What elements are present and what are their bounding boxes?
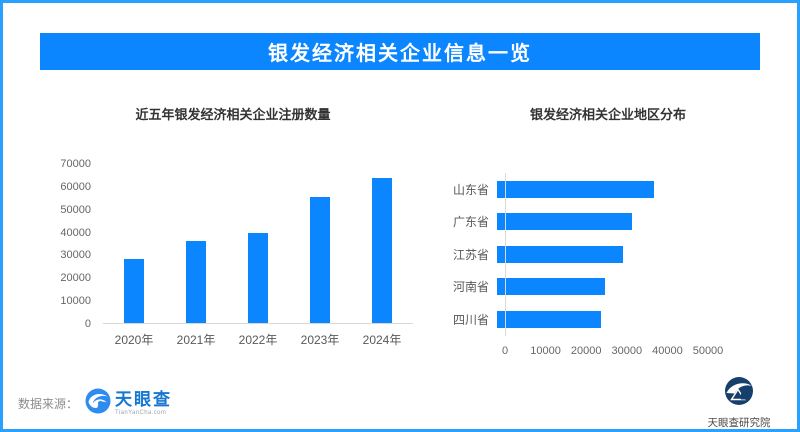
right-y-axis-line xyxy=(505,173,506,336)
page-title: 银发经济相关企业信息一览 xyxy=(268,43,532,65)
bar-track xyxy=(497,173,766,206)
y-tick-label: 0 xyxy=(84,318,91,330)
y-tick-label: 30000 xyxy=(60,249,91,262)
x-category-label: 2020年 xyxy=(114,333,154,347)
tianyancha-logo-text: 天眼查 TianYanCha.com xyxy=(115,391,172,416)
bar xyxy=(186,240,206,323)
y-category-label: 山东省 xyxy=(452,182,489,197)
region-bar-chart: 银发经济相关企业地区分布 山东省广东省江苏省河南省四川省 0 10000 20000… xyxy=(450,104,766,359)
bar-column xyxy=(103,164,165,323)
bar xyxy=(124,259,144,323)
bar-track xyxy=(497,206,766,239)
x-category-label: 2024年 xyxy=(362,333,402,347)
x-tick-label: 50000 xyxy=(692,344,724,357)
bar-row: 四川省 xyxy=(450,303,766,336)
x-tick-label: 0 xyxy=(501,344,509,357)
x-tick-label: 20000 xyxy=(570,344,602,357)
y-category-label: 江苏省 xyxy=(452,247,489,262)
bar-row: 山东省 xyxy=(450,173,766,206)
y-category-label: 四川省 xyxy=(452,312,489,327)
bar-track xyxy=(497,238,766,271)
tianyancha-logo: 天眼查 TianYanCha.com xyxy=(85,388,172,419)
right-chart-title: 银发经济相关企业地区分布 xyxy=(529,107,686,122)
research-institute-logo: 天眼查研究院 xyxy=(701,376,777,429)
right-rows: 山东省广东省江苏省河南省四川省 xyxy=(450,173,766,336)
tianyancha-name: 天眼查 xyxy=(115,390,173,409)
x-tick-label: 10000 xyxy=(530,344,561,357)
right-x-ticks: 0 10000 20000 30000 40000 50000 xyxy=(450,345,766,359)
bar-column xyxy=(227,164,289,323)
bar-track xyxy=(497,303,766,336)
left-plot xyxy=(103,164,413,324)
data-source: 数据来源： 天眼查 TianYanCha.com xyxy=(18,388,172,419)
bar xyxy=(248,232,268,323)
left-chart-title: 近五年银发经济相关企业注册数量 xyxy=(135,107,331,122)
bar-column xyxy=(165,164,227,323)
x-tick-label: 40000 xyxy=(652,344,683,357)
registrations-bar-chart: 近五年银发经济相关企业注册数量 0 10000 20000 30000 40000 500… xyxy=(53,104,413,348)
y-category-label: 河南省 xyxy=(452,280,489,295)
research-institute-icon xyxy=(724,376,754,411)
x-category-label: 2023年 xyxy=(300,333,340,347)
tianyancha-eye-icon xyxy=(85,388,111,419)
bar-row: 广东省 xyxy=(450,206,766,239)
y-tick-label: 10000 xyxy=(60,295,91,308)
bar-column xyxy=(351,164,413,323)
bar-track xyxy=(497,271,766,304)
bar-row: 江苏省 xyxy=(450,238,766,271)
data-source-label: 数据来源： xyxy=(18,397,79,411)
bar-column xyxy=(289,164,351,323)
x-tick-label: 30000 xyxy=(611,344,643,357)
bar xyxy=(310,196,330,323)
research-institute-name: 天眼查研究院 xyxy=(707,417,771,429)
x-category-label: 2022年 xyxy=(238,333,278,347)
bar xyxy=(497,180,655,198)
left-x-labels: 2020年 2021年 2022年 2023年 2024年 xyxy=(103,331,413,348)
tianyancha-domain: TianYanCha.com xyxy=(115,410,167,416)
bar xyxy=(372,178,392,323)
x-category-label: 2021年 xyxy=(176,333,216,347)
bar-row: 河南省 xyxy=(450,271,766,304)
y-tick-label: 20000 xyxy=(60,272,91,285)
y-tick-label: 40000 xyxy=(60,226,91,239)
bar xyxy=(497,245,623,263)
left-chart-plot-area: 0 10000 20000 30000 40000 50000 60000 70000 xyxy=(53,158,413,330)
y-tick-label: 50000 xyxy=(60,203,91,216)
bar xyxy=(497,278,605,296)
title-banner: 银发经济相关企业信息一览 xyxy=(40,33,760,70)
y-tick-label: 70000 xyxy=(60,158,91,170)
right-chart-plot-area: 山东省广东省江苏省河南省四川省 0 10000 20000 30000 40000 500… xyxy=(450,173,766,359)
y-category-label: 广东省 xyxy=(452,215,489,230)
y-tick-label: 60000 xyxy=(60,180,91,193)
left-y-axis: 0 10000 20000 30000 40000 50000 60000 70000 xyxy=(53,158,103,330)
bar xyxy=(497,310,601,328)
bar xyxy=(497,213,633,231)
